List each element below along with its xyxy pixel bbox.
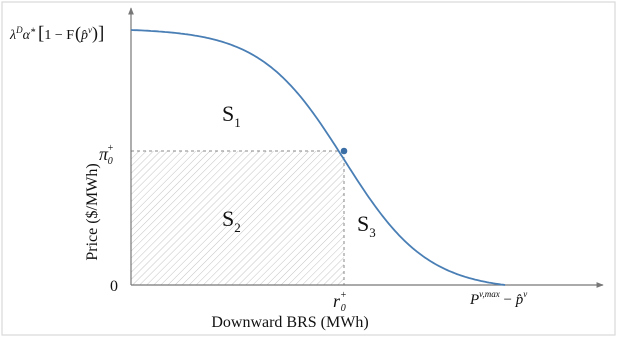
price-curve: [130, 29, 506, 286]
y-axis-title: Price ($/MWh): [84, 163, 101, 260]
region-s3-label: S3: [357, 211, 376, 240]
origin-label: 0: [110, 278, 118, 295]
pi-label: π+ 0: [99, 143, 114, 167]
intersection-point: [340, 147, 348, 155]
region-s1-label: S1: [222, 101, 241, 130]
x-end-label: Pv,max − p̂v: [469, 289, 527, 308]
region-s2-label: S2: [222, 206, 241, 235]
r-label: r+ 0: [333, 290, 347, 314]
region-s2-hatch: [131, 151, 344, 285]
x-axis-title: Downward BRS (MWh): [211, 314, 368, 331]
